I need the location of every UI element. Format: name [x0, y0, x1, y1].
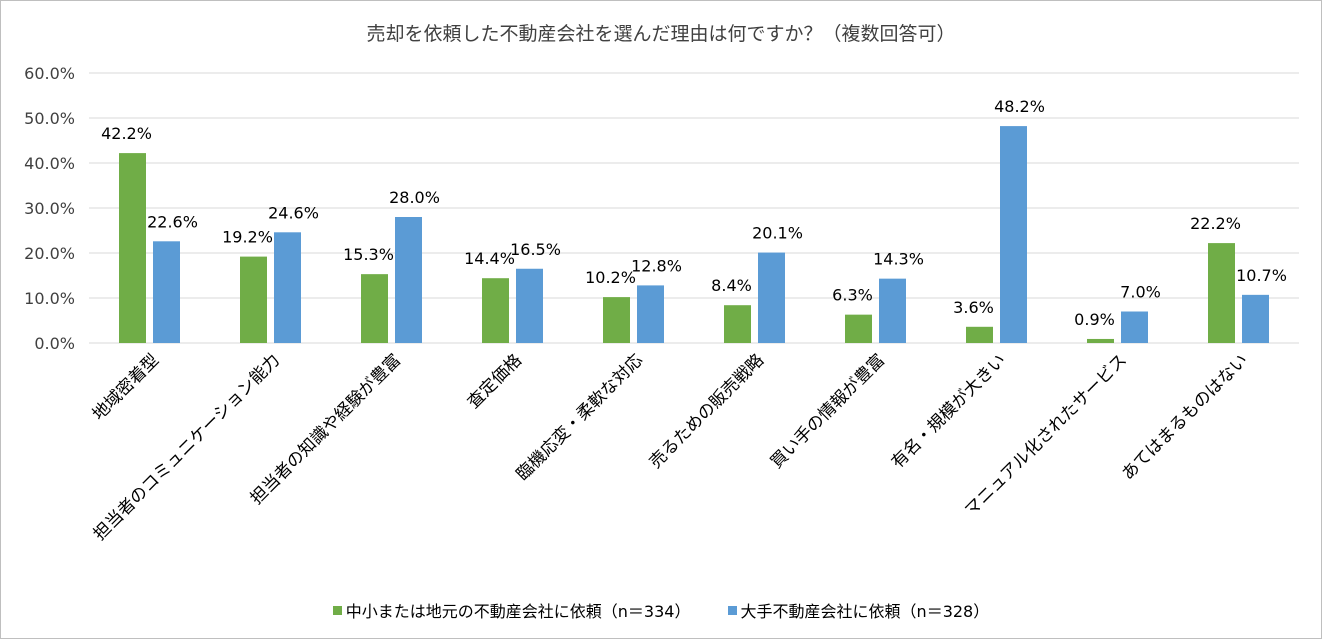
bar-series1 — [482, 278, 509, 343]
category-label: 臨機応変・柔軟な対応 — [513, 350, 647, 484]
legend-swatch-series1 — [332, 605, 342, 615]
category-label: 売るための販売戦略 — [646, 350, 768, 472]
data-label: 14.4% — [464, 249, 515, 268]
bar-series2 — [758, 252, 785, 343]
data-label: 8.4% — [711, 276, 752, 295]
category-label: 地域密着型 — [89, 350, 163, 424]
bar-series2 — [637, 285, 664, 343]
bar-series2 — [274, 232, 301, 343]
bar-series2 — [516, 268, 543, 343]
data-label: 10.2% — [585, 268, 636, 287]
data-label: 10.7% — [1236, 266, 1287, 285]
bar-series1 — [966, 326, 993, 343]
bar-series2 — [395, 217, 422, 343]
bar-series2 — [879, 278, 906, 343]
bar-series1 — [603, 297, 630, 343]
data-label: 24.6% — [268, 203, 319, 222]
data-label: 16.5% — [510, 240, 561, 259]
bar-series2 — [1121, 311, 1148, 343]
data-label: 42.2% — [101, 124, 152, 143]
data-label: 20.1% — [752, 224, 803, 243]
y-tick-label: 60.0% — [24, 64, 75, 83]
bar-series1 — [1087, 338, 1114, 343]
y-tick-label: 0.0% — [34, 334, 75, 353]
data-label: 14.3% — [873, 250, 924, 269]
data-label: 22.6% — [147, 212, 198, 231]
y-tick-label: 20.0% — [24, 244, 75, 263]
category-label: 買い手の情報が豊富 — [767, 350, 889, 472]
data-label: 28.0% — [389, 188, 440, 207]
data-label: 7.0% — [1120, 283, 1161, 302]
y-tick-label: 10.0% — [24, 289, 75, 308]
data-label: 22.2% — [1190, 214, 1241, 233]
bar-series1 — [361, 274, 388, 343]
bar-series2 — [1000, 126, 1027, 343]
category-label: 査定価格 — [464, 350, 526, 412]
y-tick-label: 50.0% — [24, 109, 75, 128]
chart-title: 売却を依頼した不動産会社を選んだ理由は何ですか？（複数回答可） — [366, 23, 956, 45]
bar-series2 — [1242, 294, 1269, 343]
legend-item-series2: 大手不動産会社に依頼（n＝328） — [727, 598, 990, 622]
bar-series2 — [153, 241, 180, 343]
data-label: 15.3% — [343, 245, 394, 264]
bar-series1 — [845, 314, 872, 343]
legend-swatch-series2 — [727, 605, 737, 615]
bar-series1 — [240, 256, 267, 343]
data-label: 12.8% — [631, 256, 682, 275]
bar-series1 — [119, 153, 146, 343]
category-label: あてはまるものはない — [1118, 350, 1252, 484]
legend-item-series1: 中小または地元の不動産会社に依頼（n＝334） — [332, 598, 691, 622]
bar-series1 — [724, 305, 751, 343]
data-label: 19.2% — [222, 228, 273, 247]
legend: 中小または地元の不動産会社に依頼（n＝334） 大手不動産会社に依頼（n＝328… — [1, 598, 1321, 622]
data-label: 48.2% — [994, 97, 1045, 116]
legend-label-series1: 中小または地元の不動産会社に依頼（n＝334） — [345, 602, 691, 621]
y-tick-label: 30.0% — [24, 199, 75, 218]
category-label: 有名・規模が大きい — [888, 350, 1010, 472]
y-tick-label: 40.0% — [24, 154, 75, 173]
bar-series1 — [1208, 243, 1235, 343]
data-label: 3.6% — [953, 298, 994, 317]
data-label: 0.9% — [1074, 310, 1115, 329]
legend-label-series2: 大手不動産会社に依頼（n＝328） — [740, 602, 990, 621]
data-label: 6.3% — [832, 286, 873, 305]
